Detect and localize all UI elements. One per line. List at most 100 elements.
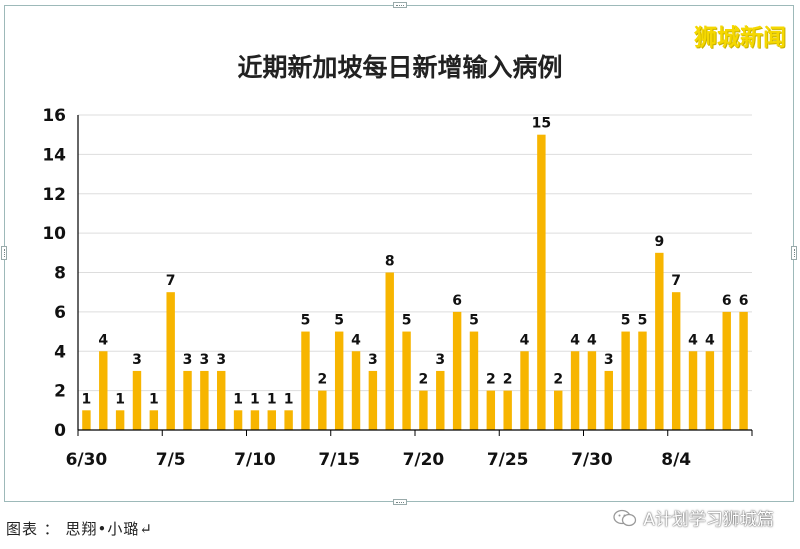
data-label: 3 (216, 352, 226, 368)
data-label: 4 (570, 332, 580, 348)
bar-8/4 (671, 292, 681, 430)
watermark-logo: 狮城新闻 (694, 25, 786, 51)
bar-7/8 (217, 370, 226, 430)
data-label: 2 (486, 372, 496, 388)
y-tick-label: 2 (54, 382, 66, 402)
bar-8/8 (739, 311, 748, 430)
y-tick-label: 12 (42, 185, 66, 205)
figure-caption: 图表 ： 思翔•小璐↵ (6, 520, 153, 538)
bar-7/13 (301, 331, 310, 430)
bar-7/14 (318, 390, 327, 430)
data-label: 5 (334, 313, 344, 329)
wechat-icon (613, 509, 637, 526)
bar-8/6 (705, 351, 715, 430)
data-label: 1 (284, 391, 294, 407)
x-tick-label: 8/4 (661, 450, 691, 470)
y-tick-label: 8 (54, 264, 66, 284)
bar-7/27 (537, 134, 546, 430)
data-label: 4 (98, 332, 108, 348)
data-label: 4 (688, 332, 698, 348)
data-label: 1 (233, 391, 243, 407)
bar-7/6 (183, 370, 192, 430)
bar-7/15 (334, 331, 344, 430)
data-label: 2 (553, 372, 563, 388)
resize-handle-right[interactable] (791, 246, 797, 260)
wechat-source-badge: A计划学习狮城篇 (613, 505, 774, 530)
x-tick-label: 7/10 (234, 450, 276, 470)
bar-8/3 (655, 252, 664, 430)
data-label: 2 (419, 372, 429, 388)
bar-7/25 (503, 390, 512, 430)
bar-7/10 (250, 410, 260, 430)
data-label: 15 (532, 116, 551, 132)
bar-7/9 (233, 410, 243, 430)
data-label: 5 (301, 313, 311, 329)
data-label: 3 (132, 352, 142, 368)
bar-7/5 (166, 292, 175, 430)
bar-8/5 (688, 351, 698, 430)
bar-7/19 (402, 331, 411, 430)
data-label: 1 (267, 391, 277, 407)
bar-7/18 (385, 272, 394, 430)
x-tick-label: 6/30 (66, 450, 108, 470)
wechat-source-label: A计划学习狮城篇 (643, 510, 774, 530)
bar-7/12 (284, 410, 293, 430)
bar-7/21 (436, 370, 445, 430)
bar-7/17 (368, 370, 378, 430)
bar-7/23 (469, 331, 479, 430)
y-tick-label: 4 (54, 342, 66, 362)
y-tick-label: 16 (42, 106, 66, 126)
data-label: 5 (638, 313, 648, 329)
bar-7/31 (604, 370, 613, 430)
data-label: 9 (654, 234, 664, 250)
data-label: 1 (250, 391, 260, 407)
resize-handle-left[interactable] (1, 246, 7, 260)
data-label: 2 (317, 372, 327, 388)
x-tick-label: 7/5 (156, 450, 186, 470)
chart-title: 近期新加坡每日新增输入病例 (237, 53, 562, 82)
resize-handle-top[interactable] (393, 2, 407, 8)
bar-7/20 (419, 390, 428, 430)
bar-7/26 (520, 351, 529, 430)
x-tick-label: 7/15 (318, 450, 360, 470)
bar-8/1 (621, 331, 630, 430)
data-label: 5 (402, 313, 412, 329)
bar-6/30 (82, 410, 91, 430)
data-label: 7 (671, 273, 681, 289)
data-label: 1 (149, 391, 159, 407)
data-label: 3 (200, 352, 210, 368)
bar-8/7 (722, 311, 731, 430)
bar-7/28 (554, 390, 563, 430)
y-tick-label: 10 (42, 224, 66, 244)
bar-7/11 (267, 410, 276, 430)
x-tick-label: 7/30 (571, 450, 613, 470)
bar-7/3 (132, 370, 142, 430)
bar-7/29 (570, 351, 580, 430)
data-label: 3 (604, 352, 614, 368)
data-label: 5 (621, 313, 631, 329)
data-label: 5 (469, 313, 479, 329)
data-label: 6 (722, 293, 732, 309)
data-label: 6 (452, 293, 462, 309)
x-tick-label: 7/25 (487, 450, 529, 470)
data-label: 4 (705, 332, 715, 348)
bar-7/7 (200, 370, 209, 430)
bar-7/16 (351, 351, 361, 430)
data-label: 7 (166, 273, 176, 289)
y-tick-label: 14 (42, 145, 66, 165)
bar-7/22 (452, 311, 462, 430)
bar-7/24 (486, 390, 496, 430)
data-label: 1 (82, 391, 92, 407)
bar-8/2 (638, 331, 647, 430)
bar-7/4 (149, 410, 159, 430)
data-label: 2 (503, 372, 513, 388)
data-label: 4 (351, 332, 361, 348)
data-label: 6 (739, 293, 749, 309)
bar-7/2 (115, 410, 125, 430)
x-tick-label: 7/20 (403, 450, 445, 470)
data-label: 3 (183, 352, 193, 368)
resize-handle-bottom[interactable] (393, 499, 407, 505)
data-label: 3 (368, 352, 378, 368)
y-tick-label: 6 (54, 303, 66, 323)
